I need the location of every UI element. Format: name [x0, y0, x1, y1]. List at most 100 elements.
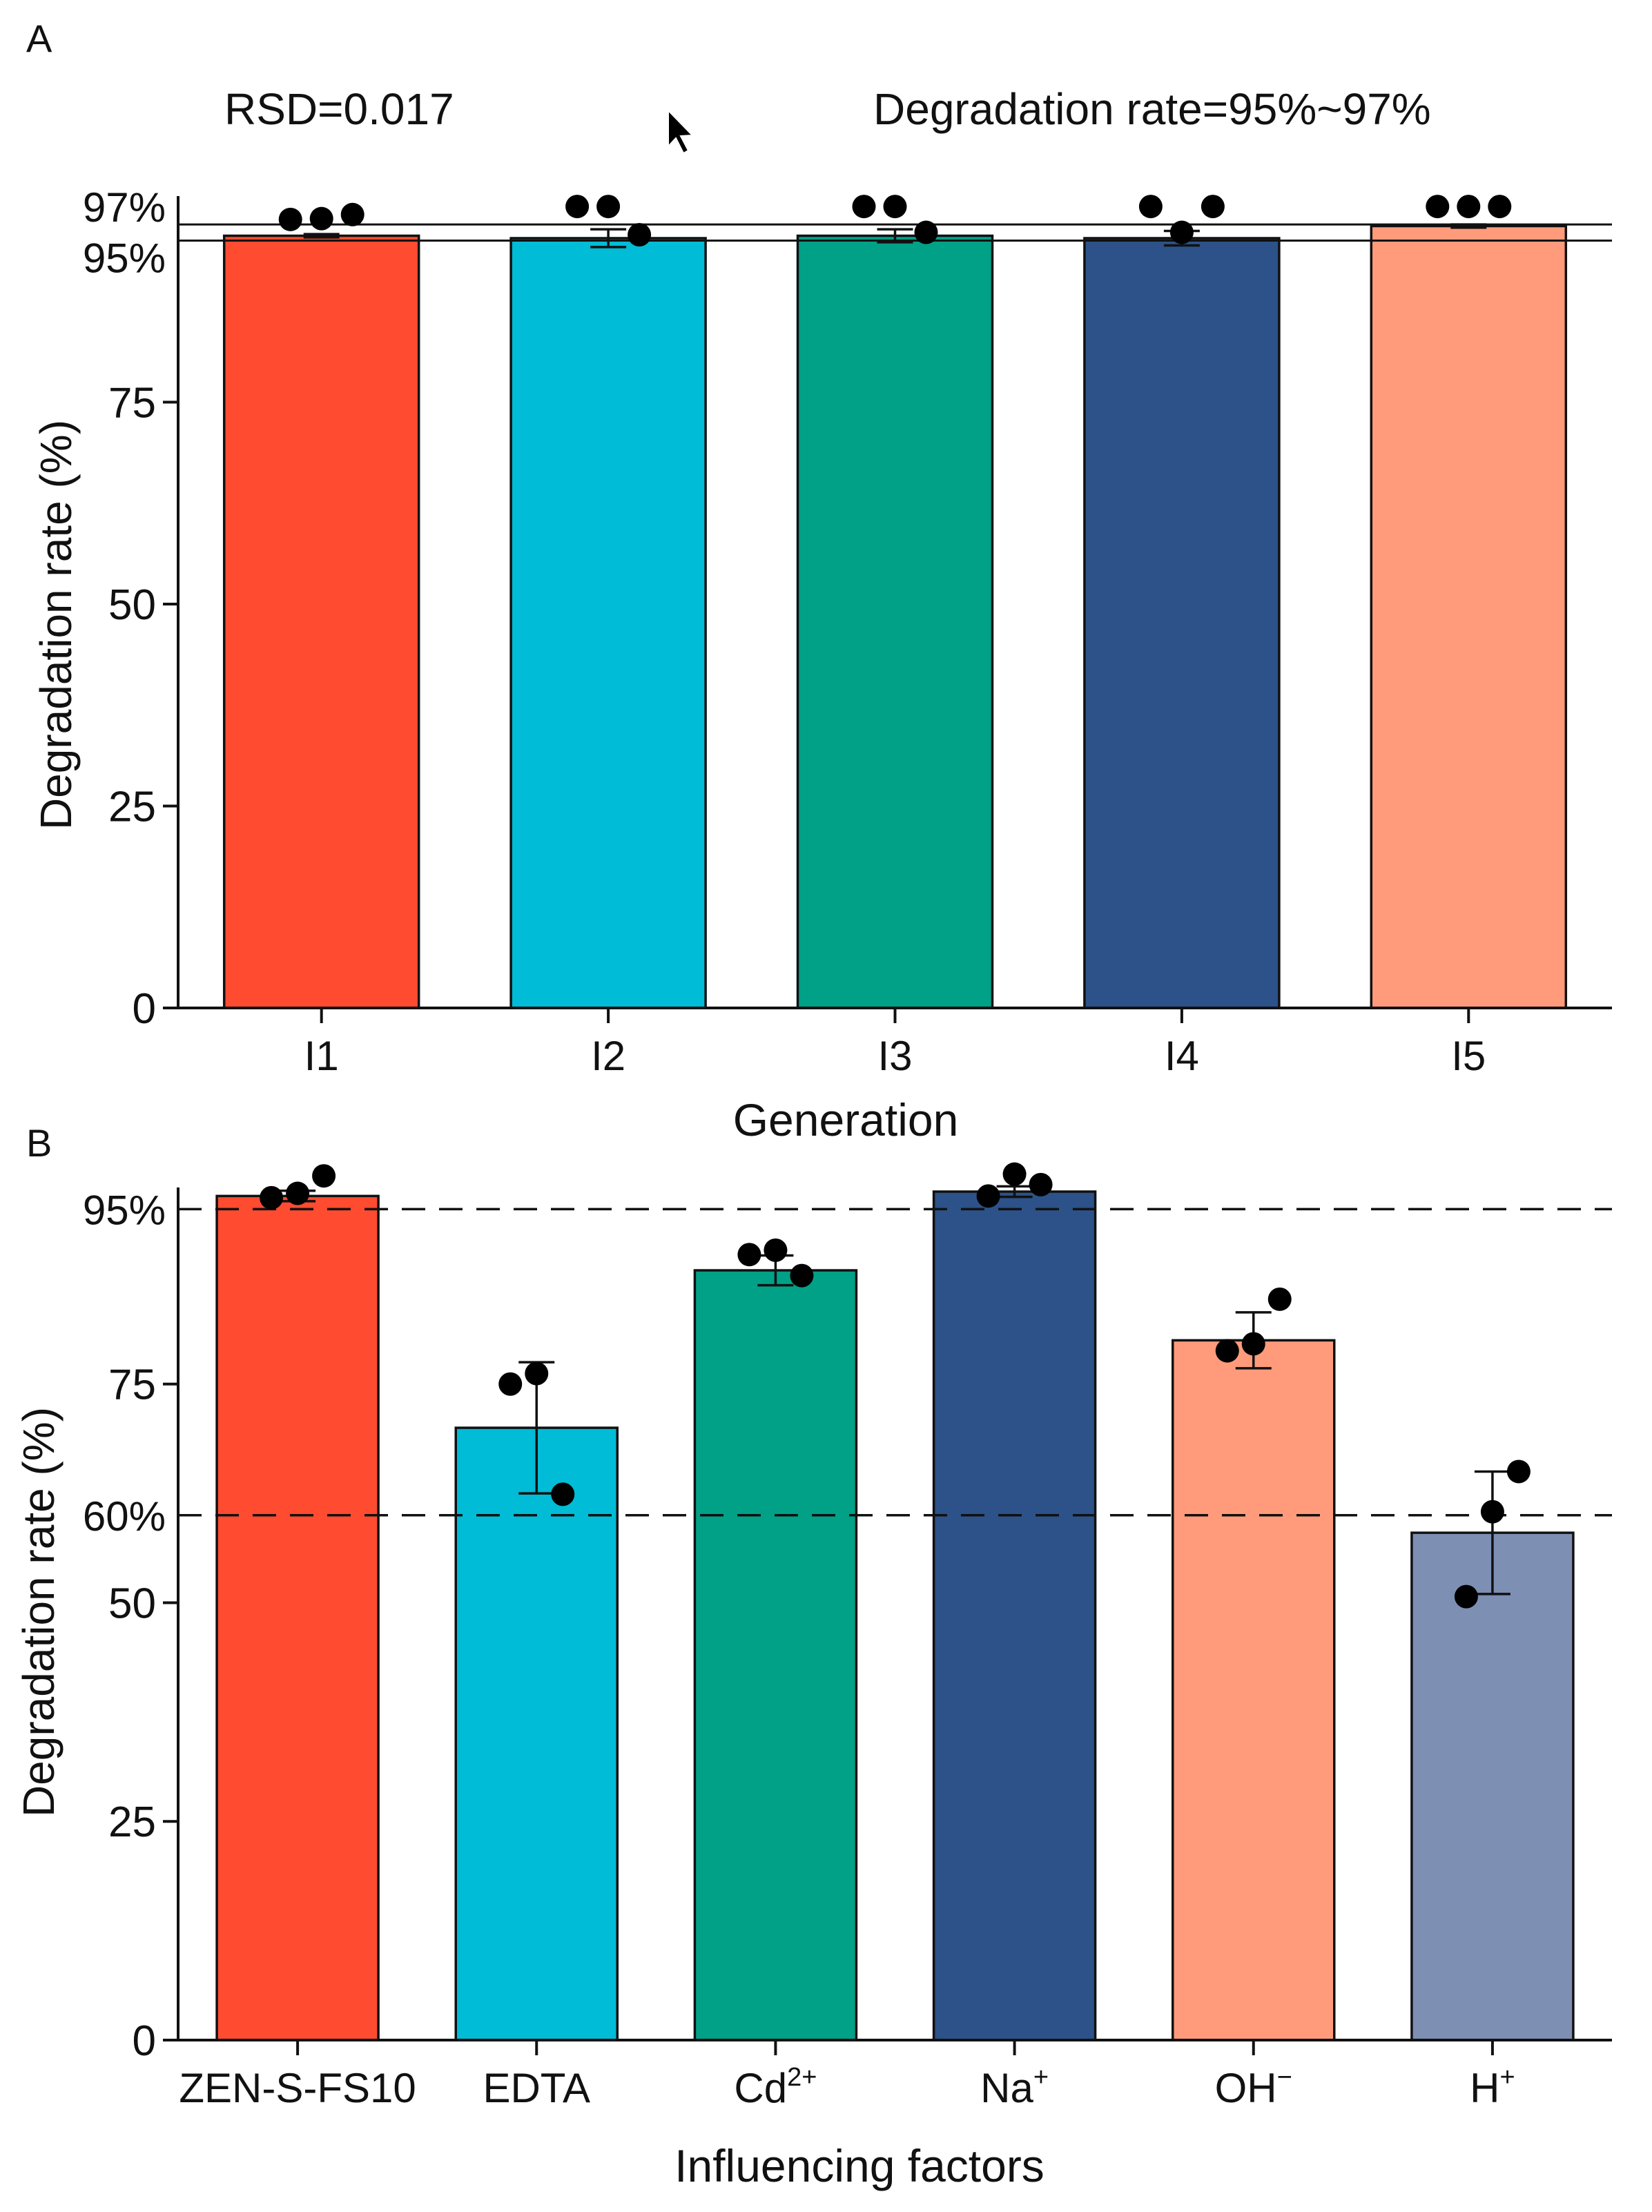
panel-a-reference-labels: 97%95%: [83, 184, 166, 281]
panel-b-point-3-1: [737, 1243, 761, 1267]
panel-b-x-tick-label-4: Na+: [980, 2063, 1049, 2111]
panel-a-points: [278, 195, 1512, 247]
panel-b-point-1-3: [312, 1164, 336, 1188]
panel-b-point-6-1: [1454, 1584, 1478, 1609]
panel-a: A RSD=0.017 Degradation rate=95%~97% Deg…: [26, 17, 1612, 1145]
panel-a-label: A: [26, 17, 52, 60]
panel-a-point-2-1: [565, 195, 590, 219]
panel-a-point-3-2: [883, 195, 907, 219]
panel-b-point-2-3: [551, 1482, 575, 1506]
panel-a-x-tick-label-5: I5: [1451, 1033, 1486, 1079]
panel-b-point-3-3: [790, 1263, 814, 1288]
category-label-base: EDTA: [483, 2065, 590, 2111]
panel-a-bars: [222, 224, 1568, 1009]
panel-b-point-2-2: [525, 1361, 549, 1386]
panel-b-bar-5: [1172, 1339, 1336, 2041]
panel-a-x-ticks: I1 I2 I3 I4 I5: [304, 1008, 1486, 1079]
panel-a-bar-1: [222, 234, 420, 1009]
panel-b-y-tick-label-0: 0: [133, 2017, 156, 2065]
panel-a-point-2-3: [628, 223, 652, 247]
panel-b-point-4-1: [976, 1184, 1000, 1208]
panel-b-point-4-3: [1029, 1172, 1053, 1196]
category-label-base: H: [1470, 2065, 1499, 2111]
panel-b-label: B: [26, 1121, 52, 1165]
category-label-base: Na: [980, 2065, 1033, 2111]
panel-a-point-3-1: [852, 195, 876, 219]
panel-a-y-tick-label-25: 25: [108, 784, 156, 831]
panel-a-point-5-2: [1457, 195, 1481, 219]
panel-b-y-tick-label-50: 50: [108, 1580, 156, 1627]
panel-b-reference-labels: 95% 60%: [83, 1187, 166, 1539]
panel-a-point-4-3: [1201, 195, 1225, 219]
panel-b-point-2-1: [498, 1372, 523, 1396]
panel-b-point-5-1: [1215, 1339, 1239, 1363]
panel-b-y-ticks: 0 25 50 75: [108, 1361, 178, 2065]
panel-a-point-4-1: [1138, 195, 1163, 219]
panel-b-reference-label-2: 60%: [83, 1493, 166, 1540]
panel-a-bar-2: [509, 237, 707, 1009]
panel-b-x-ticks: ZEN-S-FS10 EDTA Cd2+ Na+ OH− H+: [179, 2040, 1515, 2111]
panel-b-x-tick-label-5: OH−: [1215, 2063, 1292, 2111]
panel-b-bar-2: [454, 1426, 619, 2041]
panel-b-y-tick-label-75: 75: [108, 1361, 156, 1409]
panel-b-axes: [177, 1187, 1612, 2041]
panel-a-reference-label-2: 95%: [83, 235, 166, 282]
panel-b-bars: [215, 1190, 1575, 2041]
panel-a-y-tick-label-50: 50: [108, 581, 156, 629]
panel-b-x-tick-label-1: ZEN-S-FS10: [179, 2065, 416, 2111]
panel-b-x-tick-label-3: Cd2+: [734, 2063, 817, 2111]
panel-a-x-tick-label-3: I3: [877, 1033, 912, 1079]
panel-a-y-tick-label-75: 75: [108, 380, 156, 427]
panel-b-y-axis-title: Degradation rate (%): [14, 1407, 64, 1817]
category-label-superscript: +: [1499, 2063, 1515, 2092]
category-label-superscript: +: [1033, 2063, 1049, 2092]
panel-a-bar-3: [796, 234, 994, 1009]
panel-a-x-axis-title: Generation: [733, 1094, 959, 1145]
panel-b-points: [260, 1162, 1530, 1609]
panel-a-reference-label-1: 97%: [83, 184, 166, 231]
panel-b-bar-1: [215, 1194, 380, 2041]
panel-b-point-6-2: [1480, 1500, 1504, 1524]
category-label-base: ZEN-S-FS10: [179, 2065, 416, 2111]
category-label-base: Cd: [734, 2065, 787, 2111]
panel-b-point-6-3: [1506, 1459, 1530, 1484]
rate-annotation: Degradation rate=95%~97%: [873, 84, 1431, 134]
category-label-superscript: 2+: [787, 2063, 817, 2092]
panel-b: B Degradation rate (%) Influencing facto…: [14, 1121, 1612, 2191]
category-label-superscript: −: [1277, 2063, 1292, 2092]
panel-b-bar-3: [693, 1269, 858, 2041]
panel-a-x-tick-label-1: I1: [304, 1033, 339, 1079]
panel-a-point-1-3: [340, 202, 365, 226]
panel-b-point-1-1: [260, 1185, 284, 1210]
panel-b-x-tick-label-6: H+: [1470, 2063, 1515, 2111]
panel-b-x-tick-label-2: EDTA: [483, 2065, 590, 2111]
mouse-cursor-icon: [668, 108, 694, 155]
panel-b-point-4-2: [1002, 1162, 1027, 1186]
panel-b-reference-lines: [178, 1207, 1612, 1517]
category-label-base: OH: [1215, 2065, 1277, 2111]
panel-a-y-tick-label-0: 0: [133, 985, 156, 1033]
panel-a-point-1-1: [278, 207, 302, 231]
panel-a-point-4-2: [1169, 220, 1194, 244]
panel-a-bar-5: [1370, 224, 1568, 1009]
panel-a-point-2-2: [596, 195, 621, 219]
panel-b-point-1-2: [286, 1181, 310, 1205]
panel-a-point-3-3: [914, 220, 938, 244]
panel-a-y-ticks: 0 25 50 75: [108, 380, 178, 1033]
panel-b-bar-6: [1410, 1531, 1575, 2041]
panel-b-x-axis-title: Influencing factors: [674, 2140, 1044, 2191]
panel-a-point-5-3: [1488, 195, 1512, 219]
panel-a-point-1-2: [309, 206, 333, 231]
panel-a-x-tick-label-4: I4: [1165, 1033, 1199, 1079]
panel-b-point-5-3: [1267, 1287, 1292, 1311]
panel-a-x-tick-label-2: I2: [591, 1033, 625, 1079]
panel-a-y-axis-title: Degradation rate (%): [31, 420, 81, 830]
panel-b-point-5-2: [1241, 1332, 1265, 1356]
panel-b-y-tick-label-25: 25: [108, 1798, 156, 1846]
panel-b-reference-label-1: 95%: [83, 1187, 166, 1233]
rsd-annotation: RSD=0.017: [224, 84, 454, 134]
panel-a-point-5-1: [1426, 195, 1450, 219]
panel-a-bar-4: [1083, 237, 1281, 1009]
panel-b-point-3-2: [764, 1238, 788, 1262]
